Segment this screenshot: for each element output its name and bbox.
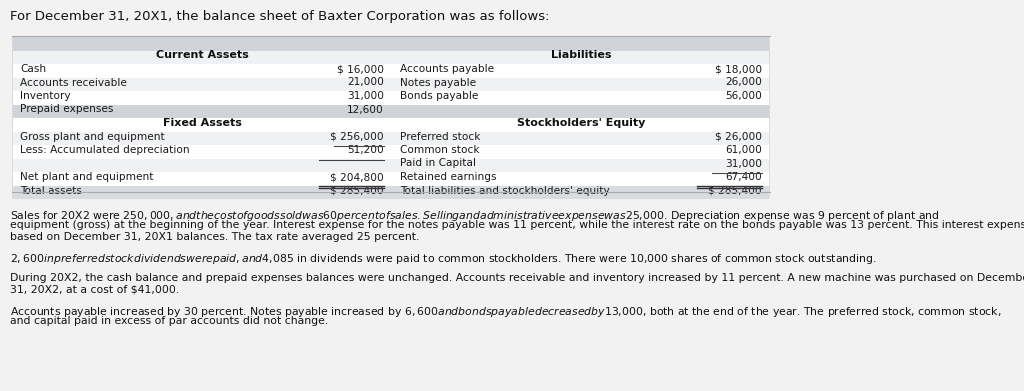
Bar <box>13 145 769 158</box>
Text: Preferred stock: Preferred stock <box>400 131 480 142</box>
Text: Inventory: Inventory <box>20 91 71 101</box>
Bar <box>13 118 769 131</box>
Text: Less: Accumulated depreciation: Less: Accumulated depreciation <box>20 145 189 155</box>
Bar <box>13 50 769 64</box>
Bar <box>13 37 769 50</box>
Bar <box>13 64 769 77</box>
Text: Prepaid expenses: Prepaid expenses <box>20 104 114 115</box>
Text: 56,000: 56,000 <box>725 91 762 101</box>
Text: 31, 20X2, at a cost of $41,000.: 31, 20X2, at a cost of $41,000. <box>10 285 179 294</box>
Text: $ 285,400: $ 285,400 <box>709 185 762 196</box>
Text: Total liabilities and stockholders' equity: Total liabilities and stockholders' equi… <box>400 185 609 196</box>
Text: $ 204,800: $ 204,800 <box>331 172 384 182</box>
Text: $ 285,400: $ 285,400 <box>331 185 384 196</box>
Text: Accounts receivable: Accounts receivable <box>20 77 127 88</box>
Bar <box>13 158 769 172</box>
Bar <box>12 36 770 193</box>
Text: Paid in Capital: Paid in Capital <box>400 158 476 169</box>
Bar <box>13 131 769 145</box>
Text: For December 31, 20X1, the balance sheet of Baxter Corporation was as follows:: For December 31, 20X1, the balance sheet… <box>10 10 550 23</box>
Text: Common stock: Common stock <box>400 145 479 155</box>
Text: 31,000: 31,000 <box>347 91 384 101</box>
Text: $ 16,000: $ 16,000 <box>337 64 384 74</box>
Text: Accounts payable: Accounts payable <box>400 64 495 74</box>
Text: based on December 31, 20X1 balances. The tax rate averaged 25 percent.: based on December 31, 20X1 balances. The… <box>10 232 420 242</box>
Bar <box>12 193 770 199</box>
Text: Notes payable: Notes payable <box>400 77 476 88</box>
Text: Liabilities: Liabilities <box>551 50 611 59</box>
Text: 26,000: 26,000 <box>725 77 762 88</box>
Text: Stockholders' Equity: Stockholders' Equity <box>517 118 645 128</box>
Bar <box>13 77 769 91</box>
Text: During 20X2, the cash balance and prepaid expenses balances were unchanged. Acco: During 20X2, the cash balance and prepai… <box>10 273 1024 283</box>
Text: Total assets: Total assets <box>20 185 82 196</box>
Bar <box>13 104 769 118</box>
Text: 51,200: 51,200 <box>347 145 384 155</box>
Text: 31,000: 31,000 <box>725 158 762 169</box>
Text: and capital paid in excess of par accounts did not change.: and capital paid in excess of par accoun… <box>10 316 329 326</box>
Text: Accounts payable increased by 30 percent. Notes payable increased by $6,600 and : Accounts payable increased by 30 percent… <box>10 305 1001 319</box>
Text: 12,600: 12,600 <box>347 104 384 115</box>
Text: $ 256,000: $ 256,000 <box>331 131 384 142</box>
Bar <box>13 172 769 185</box>
Text: $ 26,000: $ 26,000 <box>715 131 762 142</box>
Text: Gross plant and equipment: Gross plant and equipment <box>20 131 165 142</box>
Text: Net plant and equipment: Net plant and equipment <box>20 172 154 182</box>
Text: equipment (gross) at the beginning of the year. Interest expense for the notes p: equipment (gross) at the beginning of th… <box>10 221 1024 231</box>
Text: 21,000: 21,000 <box>347 77 384 88</box>
Text: 61,000: 61,000 <box>725 145 762 155</box>
Text: Current Assets: Current Assets <box>156 50 249 59</box>
Text: $2,600 in preferred stock dividends were paid, and $4,085 in dividends were paid: $2,600 in preferred stock dividends were… <box>10 253 877 267</box>
Bar <box>13 91 769 104</box>
Text: Cash: Cash <box>20 64 46 74</box>
Text: $ 18,000: $ 18,000 <box>715 64 762 74</box>
Text: Fixed Assets: Fixed Assets <box>163 118 242 128</box>
Bar <box>13 104 769 118</box>
Text: 67,400: 67,400 <box>725 172 762 182</box>
Text: Retained earnings: Retained earnings <box>400 172 497 182</box>
Text: Bonds payable: Bonds payable <box>400 91 478 101</box>
Text: Sales for 20X2 were $250,000, and the cost of goods sold was 60 percent of sales: Sales for 20X2 were $250,000, and the co… <box>10 209 940 223</box>
